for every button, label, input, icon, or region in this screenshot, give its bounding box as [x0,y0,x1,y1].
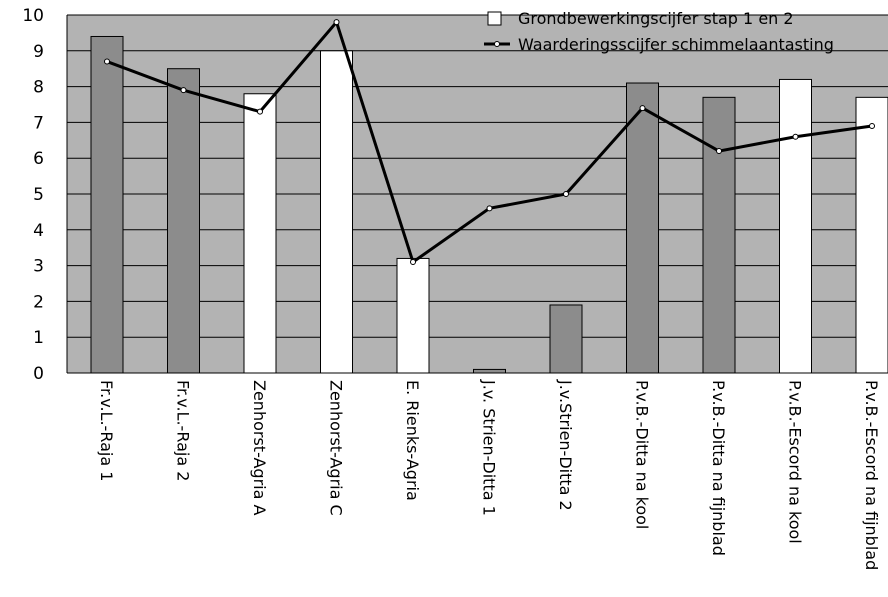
y-tick-label: 5 [33,185,44,205]
gridlines [66,14,888,374]
x-tick-label: J.v. Strien-Ditta 1 [480,379,499,516]
x-tick-label: P.v.B.-Escord na fijnblad [862,380,881,570]
bar [702,96,736,374]
bar [626,82,659,374]
x-tick-label: J.v.Strien-Ditta 2 [556,379,575,511]
line-marker [410,259,416,266]
y-tick-label: 2 [33,292,44,312]
x-tick-label: Fr.v.L.-Raja 2 [174,380,193,481]
x-tick-label: Zenhorst-Agria C [327,380,346,516]
y-tick-label: 4 [33,221,44,241]
bar [855,96,888,374]
legend-label-bars: Grondbewerkingscijfer stap 1 en 2 [518,9,794,28]
legend: Grondbewerkingscijfer stap 1 en 2 Waarde… [484,9,834,54]
y-axis-ticks: 0 1 2 3 4 5 6 7 8 9 10 [22,6,44,384]
line-marker [333,19,340,26]
bar [396,257,430,374]
line-marker [257,108,263,115]
x-tick-label: P.v.B.-Ditta na kool [633,380,652,529]
line-marker [486,205,493,212]
bar [90,35,124,374]
bar-series [90,35,888,374]
y-tick-label: 10 [22,6,44,26]
y-tick-label: 1 [33,328,44,348]
y-tick-label: 7 [33,113,44,133]
line-marker [869,122,875,129]
bar [779,78,812,374]
y-tick-label: 8 [33,78,44,98]
bar [549,304,583,374]
x-tick-label: P.v.B.-Escord na kool [786,380,805,544]
line-marker [563,191,569,197]
x-tick-label: Zenhorst-Agria A [250,380,269,516]
line-marker [104,58,110,65]
legend-swatch-marker [494,41,500,47]
y-tick-label: 0 [33,364,44,384]
y-tick-label: 6 [33,149,44,169]
line-marker [716,148,722,155]
x-tick-label: P.v.B.-Ditta na fijnblad [709,380,728,556]
x-tick-label: E. Rienks-Agria [403,380,422,501]
bar [243,93,277,374]
line-marker [639,105,646,112]
legend-label-line: Waarderingsscijfer schimmelaantasting [518,35,834,54]
bar [167,68,200,374]
legend-swatch-bar [487,11,502,26]
line-marker [180,87,187,94]
bar [473,368,506,374]
bar [320,50,353,374]
x-axis-ticks: Fr.v.L.-Raja 1 Fr.v.L.-Raja 2 Zenhorst-Agr… [97,379,881,570]
x-tick-label: Fr.v.L.-Raja 1 [97,380,116,481]
line-series [104,19,875,266]
y-tick-label: 3 [33,257,44,277]
line-marker [792,133,799,140]
y-tick-label: 9 [33,42,44,62]
